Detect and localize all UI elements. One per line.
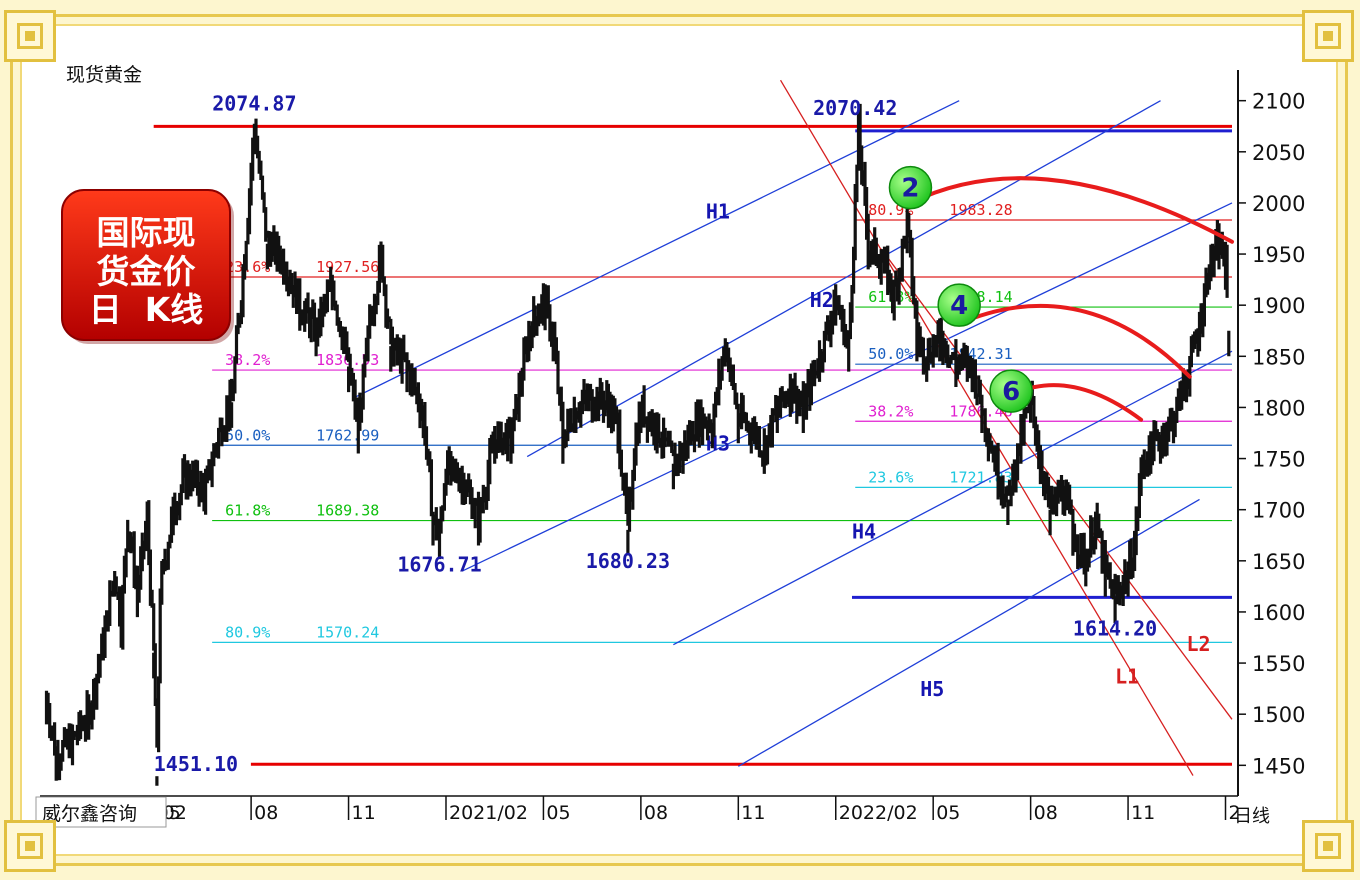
watermark-background: [35, 796, 167, 828]
channel-line-up: [673, 350, 1233, 646]
fib-pct-label: 50.0%: [225, 426, 270, 444]
y-tick-label: 1750: [1252, 448, 1305, 472]
y-tick-label: 1900: [1252, 294, 1305, 318]
wave-marker: [989, 369, 1033, 413]
chart-title: 现货黄金: [66, 64, 142, 86]
badge-line-3: 日 K线: [89, 290, 204, 329]
channel-line-up: [461, 202, 1233, 572]
channel-label: L2: [1187, 632, 1211, 656]
channel-label: H4: [852, 519, 876, 543]
channel-label: H2: [810, 288, 834, 312]
trend-channels: H1 H2 H3 H4 H5 L1 L2: [354, 79, 1233, 776]
corner-ornament-bottom-left: [4, 820, 56, 872]
y-tick-label: 1850: [1252, 345, 1305, 369]
period-label: 日线: [1234, 806, 1270, 827]
badge-line-1: 国际现: [97, 213, 196, 252]
price-label: 2070.42: [813, 96, 897, 120]
badge-background: [61, 189, 231, 341]
x-tick-label: 11: [352, 802, 376, 824]
y-tick-label: 1450: [1252, 754, 1305, 778]
channel-label: H5: [920, 677, 944, 701]
y-tick-label: 2000: [1252, 192, 1305, 216]
price-label-background: [140, 752, 251, 777]
fib-pct-label: 61.8%: [225, 502, 270, 520]
fib-pct-label: 23.6%: [868, 468, 913, 486]
x-tick-label: 05: [936, 802, 960, 824]
x-tick-label: 2: [1229, 802, 1241, 824]
x-tick-label: 08: [254, 802, 278, 824]
corner-ornament-top-left: [4, 10, 56, 62]
y-tick-label: 1650: [1252, 550, 1305, 574]
x-tick-label: 2021/02: [449, 802, 528, 824]
price-label: 1680.23: [586, 549, 670, 573]
fib-value-label: 1689.38: [316, 502, 379, 520]
watermark: 威尔鑫咨询: [42, 803, 137, 825]
channel-label: L1: [1115, 665, 1139, 689]
wave-marker: [937, 283, 981, 327]
y-axis: 1450 1500 1550 1600 1650 1700 1750 1800 1850 1900…: [1237, 70, 1305, 796]
y-tick-label: 1950: [1252, 243, 1305, 267]
fib-value-label: 1762.99: [316, 426, 379, 444]
x-tick-label: 11: [741, 802, 765, 824]
wave-marker-label: 2: [901, 174, 919, 204]
price-labels: 2074.87 2070.42 1676.71 1680.23 1614.20 1451.…: [140, 91, 1157, 777]
x-tick-label: 11: [1131, 802, 1155, 824]
price-label: 1614.20: [1073, 616, 1157, 640]
y-tick-label: 2100: [1252, 90, 1305, 114]
price-label: 1676.71: [397, 553, 481, 577]
x-tick-label: 08: [644, 802, 668, 824]
x-tick-label: 05: [546, 802, 570, 824]
y-tick-label: 1700: [1252, 499, 1305, 523]
fib-value-label: 1570.24: [316, 623, 379, 641]
y-tick-label: 1550: [1252, 652, 1305, 676]
projection-arc: [908, 176, 1234, 244]
wave-markers: 2 4 6: [888, 165, 1033, 413]
y-tick-label: 1500: [1252, 703, 1305, 727]
wave-marker-label: 6: [1002, 377, 1020, 407]
projection-arc: [957, 303, 1192, 379]
fib-pct-label: 38.2%: [868, 402, 913, 420]
price-series: [44, 103, 1231, 786]
fib-pct-label: 50.0%: [868, 345, 913, 363]
badge: 国际现 货金价 日 K线: [61, 189, 234, 344]
y-tick-label: 1800: [1252, 396, 1305, 420]
channel-label: H1: [706, 199, 730, 223]
corner-ornament-bottom-right: [1302, 820, 1354, 872]
channel-line-up: [737, 498, 1200, 767]
x-tick-label: 2022/02: [839, 802, 918, 824]
fib-pct-label: 38.2%: [225, 351, 270, 369]
wave-marker-label: 4: [950, 291, 968, 321]
y-tick-label: 1600: [1252, 601, 1305, 625]
fib-value-label: 1983.28: [949, 201, 1012, 219]
price-bars: [44, 103, 1231, 786]
decorative-frame-inner: [20, 24, 1338, 856]
wave-marker: [888, 165, 933, 210]
badge-line-2: 货金价: [97, 252, 196, 291]
corner-ornament-top-right: [1302, 10, 1354, 62]
fib-value-label: 1927.56: [316, 258, 379, 276]
decorative-frame-outer: [10, 14, 1348, 866]
channel-line-up: [526, 100, 1161, 458]
watermark-box: 威尔鑫咨询: [35, 796, 167, 828]
price-label: 1451.10: [154, 752, 238, 776]
price-label: 2074.87: [212, 91, 296, 115]
y-tick-label: 2050: [1252, 141, 1305, 165]
fib-pct-label: 80.9%: [225, 623, 270, 641]
channel-label: H3: [706, 431, 730, 455]
x-tick-label: 08: [1034, 802, 1058, 824]
